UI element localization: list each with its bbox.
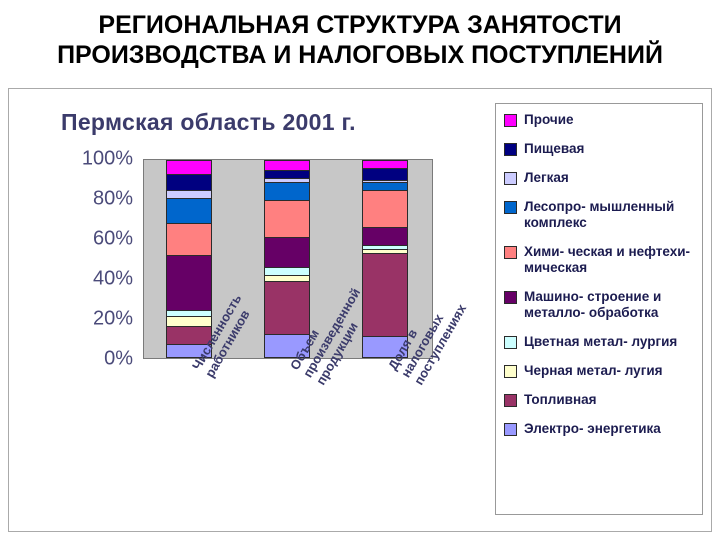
chart-container: Пермская область 2001 г. 0% 20% 40% 60% 80% 1… <box>8 88 712 532</box>
title-line-1: РЕГИОНАЛЬНАЯ СТРУКТУРА ЗАНЯТОСТИ <box>98 11 622 39</box>
plot-wrapper: 0% 20% 40% 60% 80% 100% Численность работников… <box>33 148 483 509</box>
legend-color-swatch <box>504 365 517 378</box>
stacked-bar <box>264 160 310 358</box>
bar-segment <box>264 334 310 358</box>
legend-label: Прочие <box>524 112 574 127</box>
y-tick-label: 60% <box>92 227 133 250</box>
legend-color-swatch <box>504 394 517 407</box>
bar-segment <box>362 181 408 190</box>
legend-label: Черная метал- лугия <box>524 363 663 378</box>
chart-title: Пермская область 2001 г. <box>61 109 356 135</box>
legend-item: Топливная <box>504 392 696 408</box>
bar-segment <box>264 169 310 178</box>
legend-item: Лесопро- мышленный комплекс <box>504 199 696 231</box>
y-tick-label: 40% <box>92 267 133 290</box>
y-tick-label: 0% <box>104 347 133 370</box>
legend-label: Лесопро- мышленный комплекс <box>524 199 675 230</box>
legend-color-swatch <box>504 201 517 214</box>
legend-item: Прочие <box>504 112 696 128</box>
bar-segment <box>362 179 408 182</box>
title-line-2: ПРОИЗВОДСТВА И НАЛОГОВЫХ ПОСТУПЛЕНИЙ <box>57 41 663 69</box>
bar-segment <box>166 173 212 190</box>
legend-label: Хими- ческая и нефтехи- мическая <box>524 244 690 275</box>
legend-label: Легкая <box>524 170 569 185</box>
bar-segment <box>166 223 212 256</box>
legend-label: Электро- энергетика <box>524 421 661 436</box>
bar-segment <box>264 199 310 238</box>
y-tick-label: 100% <box>81 147 133 170</box>
bar-segment <box>166 189 212 198</box>
legend-color-swatch <box>504 143 517 156</box>
legend-color-swatch <box>504 114 517 127</box>
stacked-bar <box>166 160 212 358</box>
bar-segment <box>362 336 408 358</box>
legend-item: Пищевая <box>504 141 696 157</box>
legend-item: Черная метал- лугия <box>504 363 696 379</box>
legend-item: Электро- энергетика <box>504 421 696 437</box>
bar-segment <box>166 344 212 358</box>
bar-segment <box>264 160 310 170</box>
bar-segment <box>166 197 212 224</box>
legend-label: Машино- строение и металло- обработка <box>524 289 662 320</box>
plot-area <box>143 159 433 359</box>
bar-segment <box>166 160 212 174</box>
legend-color-swatch <box>504 336 517 349</box>
bar-segment <box>362 189 408 228</box>
bar-segment <box>264 266 310 275</box>
bar-segment <box>362 249 408 254</box>
legend-color-swatch <box>504 246 517 259</box>
x-axis-tick-labels: Численность работников Объем произведенной п… <box>143 286 469 505</box>
legend-label: Пищевая <box>524 141 585 156</box>
legend-color-swatch <box>504 423 517 436</box>
bar-segment <box>166 326 212 345</box>
stacked-bar <box>362 160 408 358</box>
bar-segment <box>362 160 408 168</box>
bar-segment <box>166 255 212 311</box>
bar-segment <box>264 181 310 200</box>
y-tick-label: 80% <box>92 187 133 210</box>
chart-legend: Прочие Пищевая Легкая Лесопро- мышленный ко… <box>495 103 703 515</box>
bar-segment <box>264 177 310 182</box>
y-axis-tick-labels: 0% 20% 40% 60% 80% 100% <box>33 148 139 374</box>
legend-item: Легкая <box>504 170 696 186</box>
legend-item: Цветная метал- лургия <box>504 334 696 350</box>
bar-segment <box>264 274 310 281</box>
legend-item: Машино- строение и металло- обработка <box>504 289 696 321</box>
bar-segment <box>264 280 310 335</box>
page-title: РЕГИОНАЛЬНАЯ СТРУКТУРА ЗАНЯТОСТИ ПРОИЗВО… <box>0 10 720 70</box>
bar-segment <box>362 253 408 337</box>
legend-color-swatch <box>504 172 517 185</box>
bar-segment <box>166 316 212 327</box>
bar-segment <box>362 245 408 250</box>
bar-segment <box>166 310 212 317</box>
bar-segment <box>362 167 408 180</box>
y-tick-label: 20% <box>92 307 133 330</box>
legend-color-swatch <box>504 291 517 304</box>
legend-item: Хими- ческая и нефтехи- мическая <box>504 244 696 276</box>
bar-segment <box>264 237 310 267</box>
legend-label: Топливная <box>524 392 597 407</box>
legend-label: Цветная метал- лургия <box>524 334 678 349</box>
bar-segment <box>362 227 408 246</box>
